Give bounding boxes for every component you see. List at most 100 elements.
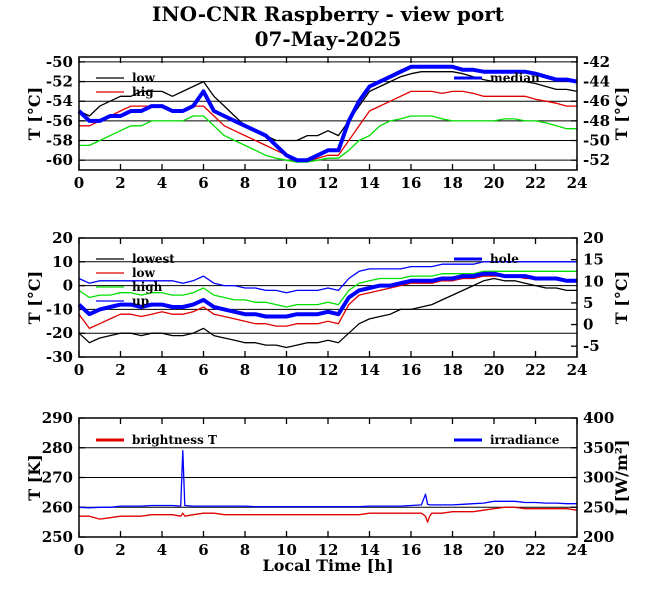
series-line-hole — [77, 271, 577, 319]
x-tick-label: 14 — [359, 361, 380, 379]
y2-tick-label: -46 — [583, 92, 610, 110]
x-tick-label: 14 — [359, 174, 380, 192]
y-tick-label: -10 — [46, 300, 73, 318]
x-tick-label: 20 — [484, 174, 505, 192]
y2-tick-label: -48 — [583, 112, 610, 130]
x-tick-label: 10 — [276, 174, 297, 192]
y-axis-label: T [°C] — [25, 87, 44, 140]
x-tick-label: 12 — [318, 174, 339, 192]
y2-tick-label: -44 — [583, 73, 610, 91]
legend-label: median — [490, 71, 540, 85]
x-tick-label: 0 — [74, 361, 84, 379]
y2-tick-label: 300 — [583, 469, 614, 487]
y-tick-label: 250 — [42, 528, 73, 546]
y2-axis-label: T [°C] — [612, 271, 631, 324]
series-line-low — [78, 275, 577, 330]
series-line-green — [79, 115, 577, 163]
x-tick-label: 12 — [318, 361, 339, 379]
legend-label: irradiance — [490, 433, 560, 447]
y-tick-label: 270 — [42, 469, 73, 487]
y2-tick-label: -42 — [583, 53, 610, 71]
legend-label: high — [132, 280, 163, 294]
y-tick-label: -50 — [46, 53, 73, 71]
x-tick-label: 6 — [198, 541, 208, 559]
y-tick-label: -54 — [46, 92, 73, 110]
y2-tick-label: 10 — [583, 272, 604, 290]
chart-panels: 0 2 4 6 8 10 12 14 16 18 20 22 24-50-52-54-56-58-60-… — [25, 53, 631, 575]
x-tick-label: 0 — [74, 541, 84, 559]
series-line-irradiance — [78, 450, 577, 509]
x-tick-label: 12 — [318, 541, 339, 559]
legend-label: up — [132, 294, 149, 308]
y2-tick-label: -52 — [583, 151, 610, 169]
x-tick-label: 22 — [525, 361, 546, 379]
x-tick-label: 18 — [442, 361, 463, 379]
y2-tick-label: 200 — [583, 528, 614, 546]
x-tick-label: 4 — [157, 541, 167, 559]
x-tick-label: 20 — [484, 361, 505, 379]
x-tick-label: 2 — [115, 174, 125, 192]
x-tick-label: 8 — [240, 174, 250, 192]
x-tick-label: 14 — [359, 541, 380, 559]
y-tick-label: 20 — [52, 229, 73, 247]
y2-tick-label: 5 — [583, 294, 593, 312]
y-tick-label: 290 — [42, 409, 73, 427]
series-line-median — [77, 64, 578, 163]
legend-label: lowest — [132, 252, 175, 266]
x-tick-label: 2 — [115, 541, 125, 559]
x-tick-label: 24 — [567, 174, 588, 192]
series-line-high — [78, 270, 577, 308]
x-tick-label: 8 — [240, 361, 250, 379]
x-tick-label: 6 — [198, 361, 208, 379]
y-tick-label: -20 — [46, 324, 73, 342]
legend-label: low — [132, 266, 156, 280]
y-axis-label: T [K] — [25, 454, 44, 501]
x-tick-label: 10 — [276, 541, 297, 559]
x-tick-label: 8 — [240, 541, 250, 559]
x-tick-label: 16 — [401, 541, 422, 559]
y-tick-label: -30 — [46, 348, 73, 366]
legend-label: hig — [132, 85, 154, 99]
series-line-low — [78, 71, 578, 142]
y2-tick-label: 20 — [583, 229, 604, 247]
x-tick-label: 16 — [401, 174, 422, 192]
y2-tick-label: -50 — [583, 132, 610, 150]
legend-label: low — [132, 71, 156, 85]
y-tick-label: -58 — [46, 132, 73, 150]
x-tick-label: 20 — [484, 541, 505, 559]
x-tick-label: 4 — [157, 174, 167, 192]
chart-panel-2: 0 2 4 6 8 10 12 14 16 18 20 22 2420100-10-20-3020151… — [25, 229, 631, 379]
x-tick-label: 4 — [157, 361, 167, 379]
chart-title: INO-CNR Raspberry - view port — [152, 2, 505, 26]
y-tick-label: 280 — [42, 439, 73, 457]
y2-tick-label: 350 — [583, 439, 614, 457]
y-tick-label: -60 — [46, 151, 73, 169]
x-tick-label: 0 — [74, 174, 84, 192]
y2-tick-label: 15 — [583, 251, 604, 269]
chart-panel-3: 0 2 4 6 8 10 12 14 16 18 20 22 242902802702602504003… — [25, 409, 631, 575]
legend-label: hole — [490, 252, 519, 266]
series-line-up — [78, 261, 577, 294]
series-line-lowest — [78, 277, 577, 349]
plot-frame — [78, 417, 578, 538]
y2-axis-label: T [°C] — [612, 87, 631, 140]
x-tick-label: 22 — [525, 174, 546, 192]
x-tick-label: 24 — [567, 361, 588, 379]
y2-axis-label: I [W/m²] — [612, 440, 631, 516]
x-tick-label: 18 — [442, 541, 463, 559]
x-tick-label: 18 — [442, 174, 463, 192]
y-axis-label: T [°C] — [25, 271, 44, 324]
x-axis-label: Local Time [h] — [262, 556, 393, 575]
plot-frame — [78, 237, 578, 358]
y-tick-label: -52 — [46, 73, 73, 91]
x-tick-label: 6 — [198, 174, 208, 192]
series-line-brightness-T — [79, 506, 578, 523]
y2-tick-label: 250 — [583, 498, 614, 516]
x-tick-label: 24 — [567, 541, 588, 559]
x-tick-label: 10 — [276, 361, 297, 379]
legend-label: brightness T — [132, 433, 217, 447]
y-tick-label: 10 — [52, 253, 73, 271]
y-tick-label: 0 — [63, 277, 73, 295]
chart-subtitle: 07-May-2025 — [255, 27, 402, 51]
